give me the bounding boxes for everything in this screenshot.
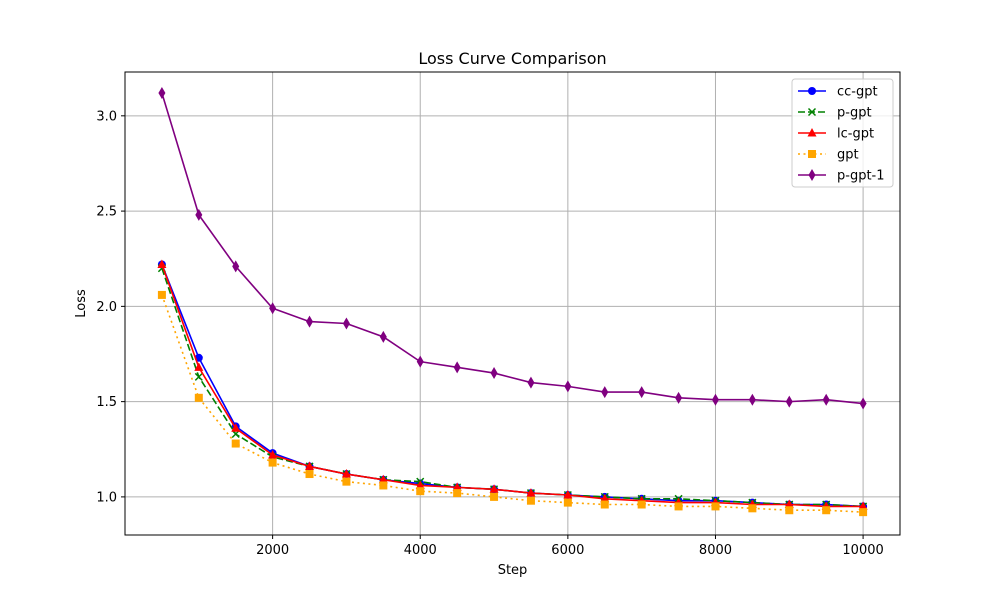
data-point-gpt	[194, 393, 203, 402]
data-point-gpt	[157, 290, 166, 299]
data-point-p-gpt-1	[416, 355, 424, 368]
data-point-gpt	[305, 470, 314, 479]
data-point-p-gpt-1	[675, 391, 683, 404]
series-line-p-gpt	[161, 267, 864, 508]
legend-label: p-gpt	[837, 106, 872, 121]
chart-title: Loss Curve Comparison	[418, 49, 606, 68]
data-point-gpt	[490, 492, 499, 501]
data-point-gpt	[822, 506, 831, 515]
series-line-lc-gpt	[161, 264, 864, 508]
legend-entry-gpt: gpt	[798, 148, 859, 163]
x-tick-label: 8000	[699, 543, 732, 558]
y-tick-label: 1.5	[96, 395, 117, 410]
data-point-p-gpt-1	[195, 208, 203, 221]
legend: cc-gpt p-gpt lc-gpt gpt p-gpt-1	[791, 78, 894, 188]
y-tick-label: 1.0	[96, 490, 117, 505]
legend-label: p-gpt-1	[837, 169, 885, 184]
data-point-p-gpt-1	[158, 86, 166, 99]
y-tick-label: 2.0	[96, 300, 117, 315]
y-tick-label: 3.0	[96, 109, 117, 124]
data-point-lc-gpt	[231, 423, 241, 432]
data-point-p-gpt-1	[306, 315, 314, 328]
data-point-p-gpt-1	[527, 376, 535, 389]
x-tick-label: 4000	[404, 543, 437, 558]
data-point-lc-gpt	[415, 480, 425, 489]
legend-entry-p-gpt: p-gpt	[798, 106, 872, 121]
series-layer	[157, 86, 868, 517]
data-point-lc-gpt	[268, 449, 278, 459]
data-point-p-gpt-1	[564, 380, 572, 393]
y-tick-label: 2.5	[96, 205, 117, 220]
data-point-gpt	[416, 487, 425, 496]
series-gpt	[157, 290, 868, 517]
legend-marker	[808, 169, 816, 181]
data-point-p-gpt-1	[822, 393, 830, 406]
legend-label: gpt	[837, 148, 859, 163]
x-tick-label: 2000	[256, 543, 289, 558]
data-point-gpt	[563, 498, 572, 507]
legend-marker	[807, 128, 817, 137]
legend-entry-cc-gpt: cc-gpt	[798, 85, 878, 100]
data-point-lc-gpt	[563, 489, 573, 499]
data-point-gpt	[674, 502, 683, 511]
data-point-gpt	[268, 458, 277, 467]
data-point-lc-gpt	[157, 259, 167, 268]
legend-label: lc-gpt	[837, 127, 874, 142]
data-point-lc-gpt	[600, 493, 610, 503]
data-point-gpt	[785, 506, 794, 515]
data-point-gpt	[637, 500, 646, 509]
data-point-gpt	[711, 502, 720, 511]
x-tick-label: 6000	[551, 543, 584, 558]
plot-frame	[124, 71, 901, 536]
data-point-gpt	[600, 500, 609, 509]
data-point-p-gpt-1	[269, 302, 277, 315]
legend-label: cc-gpt	[837, 85, 878, 100]
data-point-lc-gpt	[378, 474, 388, 484]
data-point-gpt	[526, 496, 535, 505]
data-point-lc-gpt	[489, 484, 499, 493]
legend-marker	[808, 150, 816, 158]
legend-entry-lc-gpt: lc-gpt	[798, 127, 874, 142]
data-point-p-gpt-1	[711, 393, 719, 406]
data-point-p-gpt-1	[785, 395, 793, 408]
series-line-p-gpt-1	[161, 92, 864, 405]
data-point-gpt	[231, 439, 240, 448]
data-point-gpt	[342, 477, 351, 486]
legend-marker	[808, 87, 816, 95]
data-point-lc-gpt	[858, 501, 868, 510]
data-point-lc-gpt	[194, 362, 204, 371]
legend-marker	[807, 107, 817, 117]
data-point-gpt	[453, 489, 462, 498]
x-axis-label: Step	[498, 563, 528, 578]
series-p-gpt-1	[158, 86, 867, 410]
data-point-p-gpt-1	[453, 361, 461, 374]
y-axis-label: Loss	[74, 289, 89, 318]
data-point-p-gpt-1	[638, 386, 646, 399]
legend-box	[791, 78, 894, 188]
axis-ticks: 2000 4000 6000 8000 10000 1.0 1.5 2.0 2.5 3.0	[96, 109, 883, 558]
data-point-lc-gpt	[341, 469, 351, 478]
data-point-p-gpt-1	[601, 386, 609, 399]
data-point-p-gpt-1	[859, 397, 867, 410]
x-tick-label: 10000	[842, 543, 883, 558]
data-point-p-gpt-1	[342, 317, 350, 330]
data-point-p-gpt-1	[379, 330, 387, 343]
data-point-gpt	[748, 504, 757, 513]
data-point-p-gpt	[194, 372, 203, 381]
data-point-p-gpt-1	[490, 367, 498, 380]
series-line-gpt	[161, 294, 864, 513]
grid-lines	[125, 72, 900, 535]
data-point-lc-gpt	[305, 461, 315, 470]
data-point-gpt	[379, 481, 388, 490]
data-point-p-gpt-1	[232, 260, 240, 273]
data-point-lc-gpt	[784, 499, 794, 509]
data-point-lc-gpt	[526, 488, 536, 497]
data-point-gpt	[859, 508, 868, 517]
data-point-lc-gpt	[452, 482, 462, 491]
data-point-p-gpt-1	[748, 393, 756, 406]
legend-entry-p-gpt-1: p-gpt-1	[798, 169, 885, 184]
